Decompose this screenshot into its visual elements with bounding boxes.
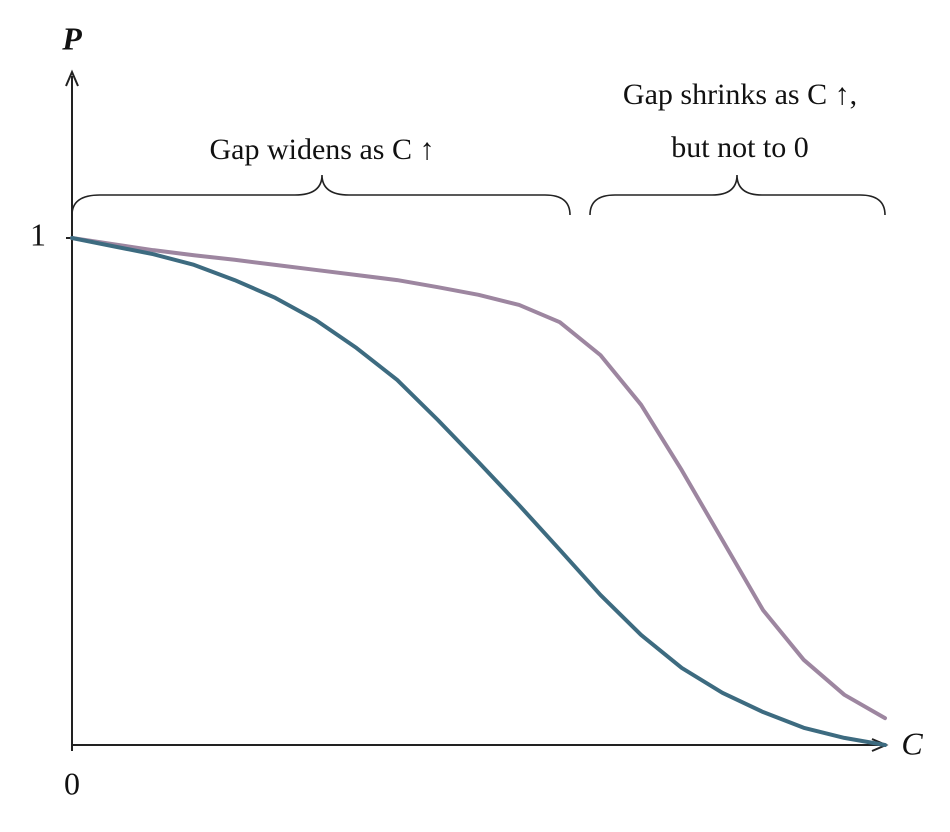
annotation: Gap shrinks as C ↑, <box>623 78 857 111</box>
x-axis-label: C <box>901 725 923 761</box>
y-axis-label: P <box>61 20 82 56</box>
x-tick-label: 0 <box>64 765 80 801</box>
brace <box>71 174 571 216</box>
line-series <box>70 236 887 721</box>
annotation: but not to 0 <box>671 131 809 164</box>
y-axis-arrow <box>65 69 79 87</box>
y-tick-label: 1 <box>30 216 46 252</box>
brace <box>589 174 886 216</box>
line-series <box>70 236 887 747</box>
annotation: Gap widens as C ↑ <box>210 133 435 166</box>
